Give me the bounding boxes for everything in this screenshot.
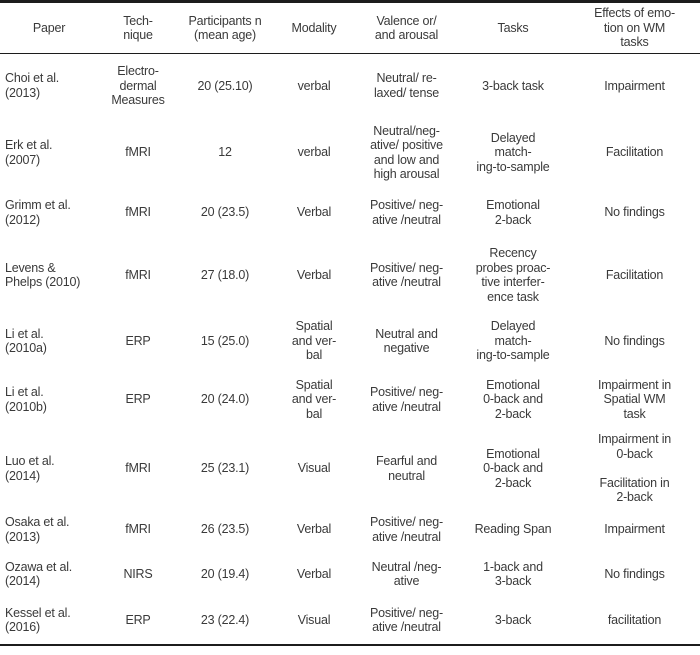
column-header-modality: Modality bbox=[272, 1, 356, 54]
cell-modality: Spatial and ver- bal bbox=[291, 377, 337, 421]
cell-paper: Grimm et al. (2012) bbox=[5, 198, 71, 227]
cell-valence: Neutral and negative bbox=[375, 326, 438, 356]
cell-technique: fMRI bbox=[125, 205, 151, 220]
cell-tasks: 3-back task bbox=[482, 78, 544, 93]
column-header-tasks: Tasks bbox=[457, 1, 569, 54]
cell-participants: 20 (23.5) bbox=[200, 205, 250, 220]
cell-tasks: Emotional 0-back and 2-back bbox=[483, 446, 543, 490]
cell-paper: Levens & Phelps (2010) bbox=[5, 260, 81, 290]
cell-participants: 20 (24.0) bbox=[200, 392, 250, 407]
cell-modality: Visual bbox=[297, 612, 331, 627]
cell-tasks: Delayed match- ing-to-sample bbox=[476, 130, 550, 174]
cell-modality: Visual bbox=[297, 461, 331, 476]
table-row: Luo et al. (2014) fMRI 25 (23.1) Visual … bbox=[0, 430, 700, 508]
cell-participants: 20 (25.10) bbox=[197, 78, 253, 93]
cell-paper: Ozawa et al. (2014) bbox=[5, 559, 73, 589]
cell-effects: Impairment bbox=[604, 522, 665, 537]
table-row: Kessel et al. (2016) ERP 23 (22.4) Visua… bbox=[0, 597, 700, 645]
column-header-valence: Valence or/ and arousal bbox=[356, 1, 457, 54]
cell-tasks: 1-back and 3-back bbox=[483, 559, 543, 589]
cell-valence: Positive/ neg- ative /neutral bbox=[370, 198, 443, 227]
cell-effects: facilitation bbox=[607, 612, 662, 627]
cell-paper: Choi et al. (2013) bbox=[5, 71, 60, 100]
cell-participants: 26 (23.5) bbox=[200, 522, 250, 537]
cell-participants: 15 (25.0) bbox=[200, 333, 250, 348]
cell-valence: Positive/ neg- ative /neutral bbox=[370, 385, 443, 414]
cell-participants: 27 (18.0) bbox=[200, 267, 250, 282]
table-row: Li et al. (2010a) ERP 15 (25.0) Spatial … bbox=[0, 313, 700, 370]
cell-participants: 23 (22.4) bbox=[200, 612, 250, 627]
cell-tasks: 3-back bbox=[494, 612, 532, 627]
cell-modality: Verbal bbox=[296, 566, 332, 581]
table-row: Choi et al. (2013) Electro- dermal Measu… bbox=[0, 54, 700, 118]
cell-tasks: Reading Span bbox=[474, 522, 552, 537]
table-row: Erk et al. (2007) fMRI 12 verbal Neutral… bbox=[0, 118, 700, 188]
cell-technique: fMRI bbox=[125, 522, 151, 537]
cell-valence: Neutral/neg- ative/ positive and low and… bbox=[370, 123, 443, 182]
cell-valence: Neutral/ re- laxed/ tense bbox=[373, 71, 439, 100]
cell-tasks: Emotional 2-back bbox=[486, 198, 540, 227]
table-row: Li et al. (2010b) ERP 20 (24.0) Spatial … bbox=[0, 370, 700, 430]
cell-participants: 12 bbox=[218, 145, 232, 160]
column-header-participants: Participants n (mean age) bbox=[178, 1, 272, 54]
cell-technique: ERP bbox=[125, 392, 151, 407]
cell-paper: Li et al. (2010a) bbox=[5, 326, 47, 356]
cell-tasks: Delayed match- ing-to-sample bbox=[476, 319, 550, 363]
cell-valence: Neutral /neg- ative bbox=[371, 559, 442, 589]
column-header-paper: Paper bbox=[0, 1, 98, 54]
cell-paper: Kessel et al. (2016) bbox=[5, 605, 71, 635]
cell-modality: verbal bbox=[297, 145, 331, 160]
cell-effects: No findings bbox=[604, 566, 665, 581]
cell-paper: Osaka et al. (2013) bbox=[5, 515, 70, 544]
table-row: Grimm et al. (2012) fMRI 20 (23.5) Verba… bbox=[0, 188, 700, 238]
column-header-effects: Effects of emo- tion on WM tasks bbox=[569, 1, 700, 54]
cell-participants: 25 (23.1) bbox=[200, 461, 250, 476]
cell-effects: No findings bbox=[604, 333, 665, 348]
cell-paper: Erk et al. (2007) bbox=[5, 138, 53, 167]
cell-technique: ERP bbox=[125, 612, 151, 627]
cell-tasks: Emotional 0-back and 2-back bbox=[483, 377, 543, 421]
cell-effects: Facilitation bbox=[605, 267, 664, 282]
cell-effects: No findings bbox=[604, 205, 665, 220]
header-row: Paper Tech- nique Participants n (mean a… bbox=[0, 1, 700, 54]
table-row: Osaka et al. (2013) fMRI 26 (23.5) Verba… bbox=[0, 508, 700, 552]
cell-modality: Verbal bbox=[296, 522, 332, 537]
cell-modality: Verbal bbox=[296, 205, 332, 220]
cell-technique: fMRI bbox=[125, 145, 151, 160]
cell-technique: NIRS bbox=[123, 566, 153, 581]
cell-valence: Positive/ neg- ative /neutral bbox=[370, 260, 443, 290]
cell-effects: Impairment in Spatial WM task bbox=[597, 377, 672, 421]
cell-effects: Facilitation bbox=[605, 145, 664, 160]
cell-valence: Positive/ neg- ative /neutral bbox=[370, 605, 443, 635]
cell-technique: fMRI bbox=[125, 267, 151, 282]
cell-modality: Spatial and ver- bal bbox=[291, 319, 337, 363]
table-row: Ozawa et al. (2014) NIRS 20 (19.4) Verba… bbox=[0, 552, 700, 597]
cell-participants: 20 (19.4) bbox=[200, 566, 250, 581]
cell-effects: Impairment in 0-back Facilitation in 2-b… bbox=[597, 432, 672, 505]
cell-effects: Impairment bbox=[604, 78, 665, 93]
cell-valence: Fearful and neutral bbox=[375, 454, 438, 483]
cell-paper: Luo et al. (2014) bbox=[5, 454, 55, 483]
cell-valence: Positive/ neg- ative /neutral bbox=[370, 515, 443, 544]
cell-modality: Verbal bbox=[296, 267, 332, 282]
cell-technique: Electro- dermal Measures bbox=[111, 64, 165, 107]
table-row: Levens & Phelps (2010) fMRI 27 (18.0) Ve… bbox=[0, 238, 700, 313]
cell-tasks: Recency probes proac- tive interfer- enc… bbox=[475, 246, 551, 304]
cell-technique: ERP bbox=[125, 333, 151, 348]
column-header-technique: Tech- nique bbox=[98, 1, 178, 54]
cell-modality: verbal bbox=[297, 78, 331, 93]
cell-technique: fMRI bbox=[125, 461, 151, 476]
cell-paper: Li et al. (2010b) bbox=[5, 385, 47, 414]
